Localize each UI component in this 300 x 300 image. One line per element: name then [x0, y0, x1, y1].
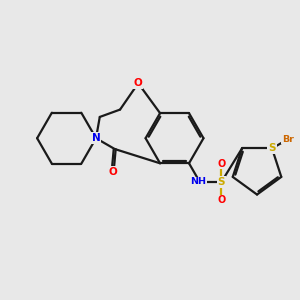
Text: S: S — [218, 177, 225, 187]
Text: S: S — [268, 143, 276, 153]
Text: O: O — [134, 78, 142, 88]
Text: Br: Br — [282, 135, 294, 144]
Text: O: O — [108, 167, 117, 177]
Text: N: N — [92, 133, 100, 143]
Text: O: O — [217, 159, 226, 169]
Text: NH: NH — [190, 178, 206, 187]
Text: O: O — [217, 195, 226, 206]
